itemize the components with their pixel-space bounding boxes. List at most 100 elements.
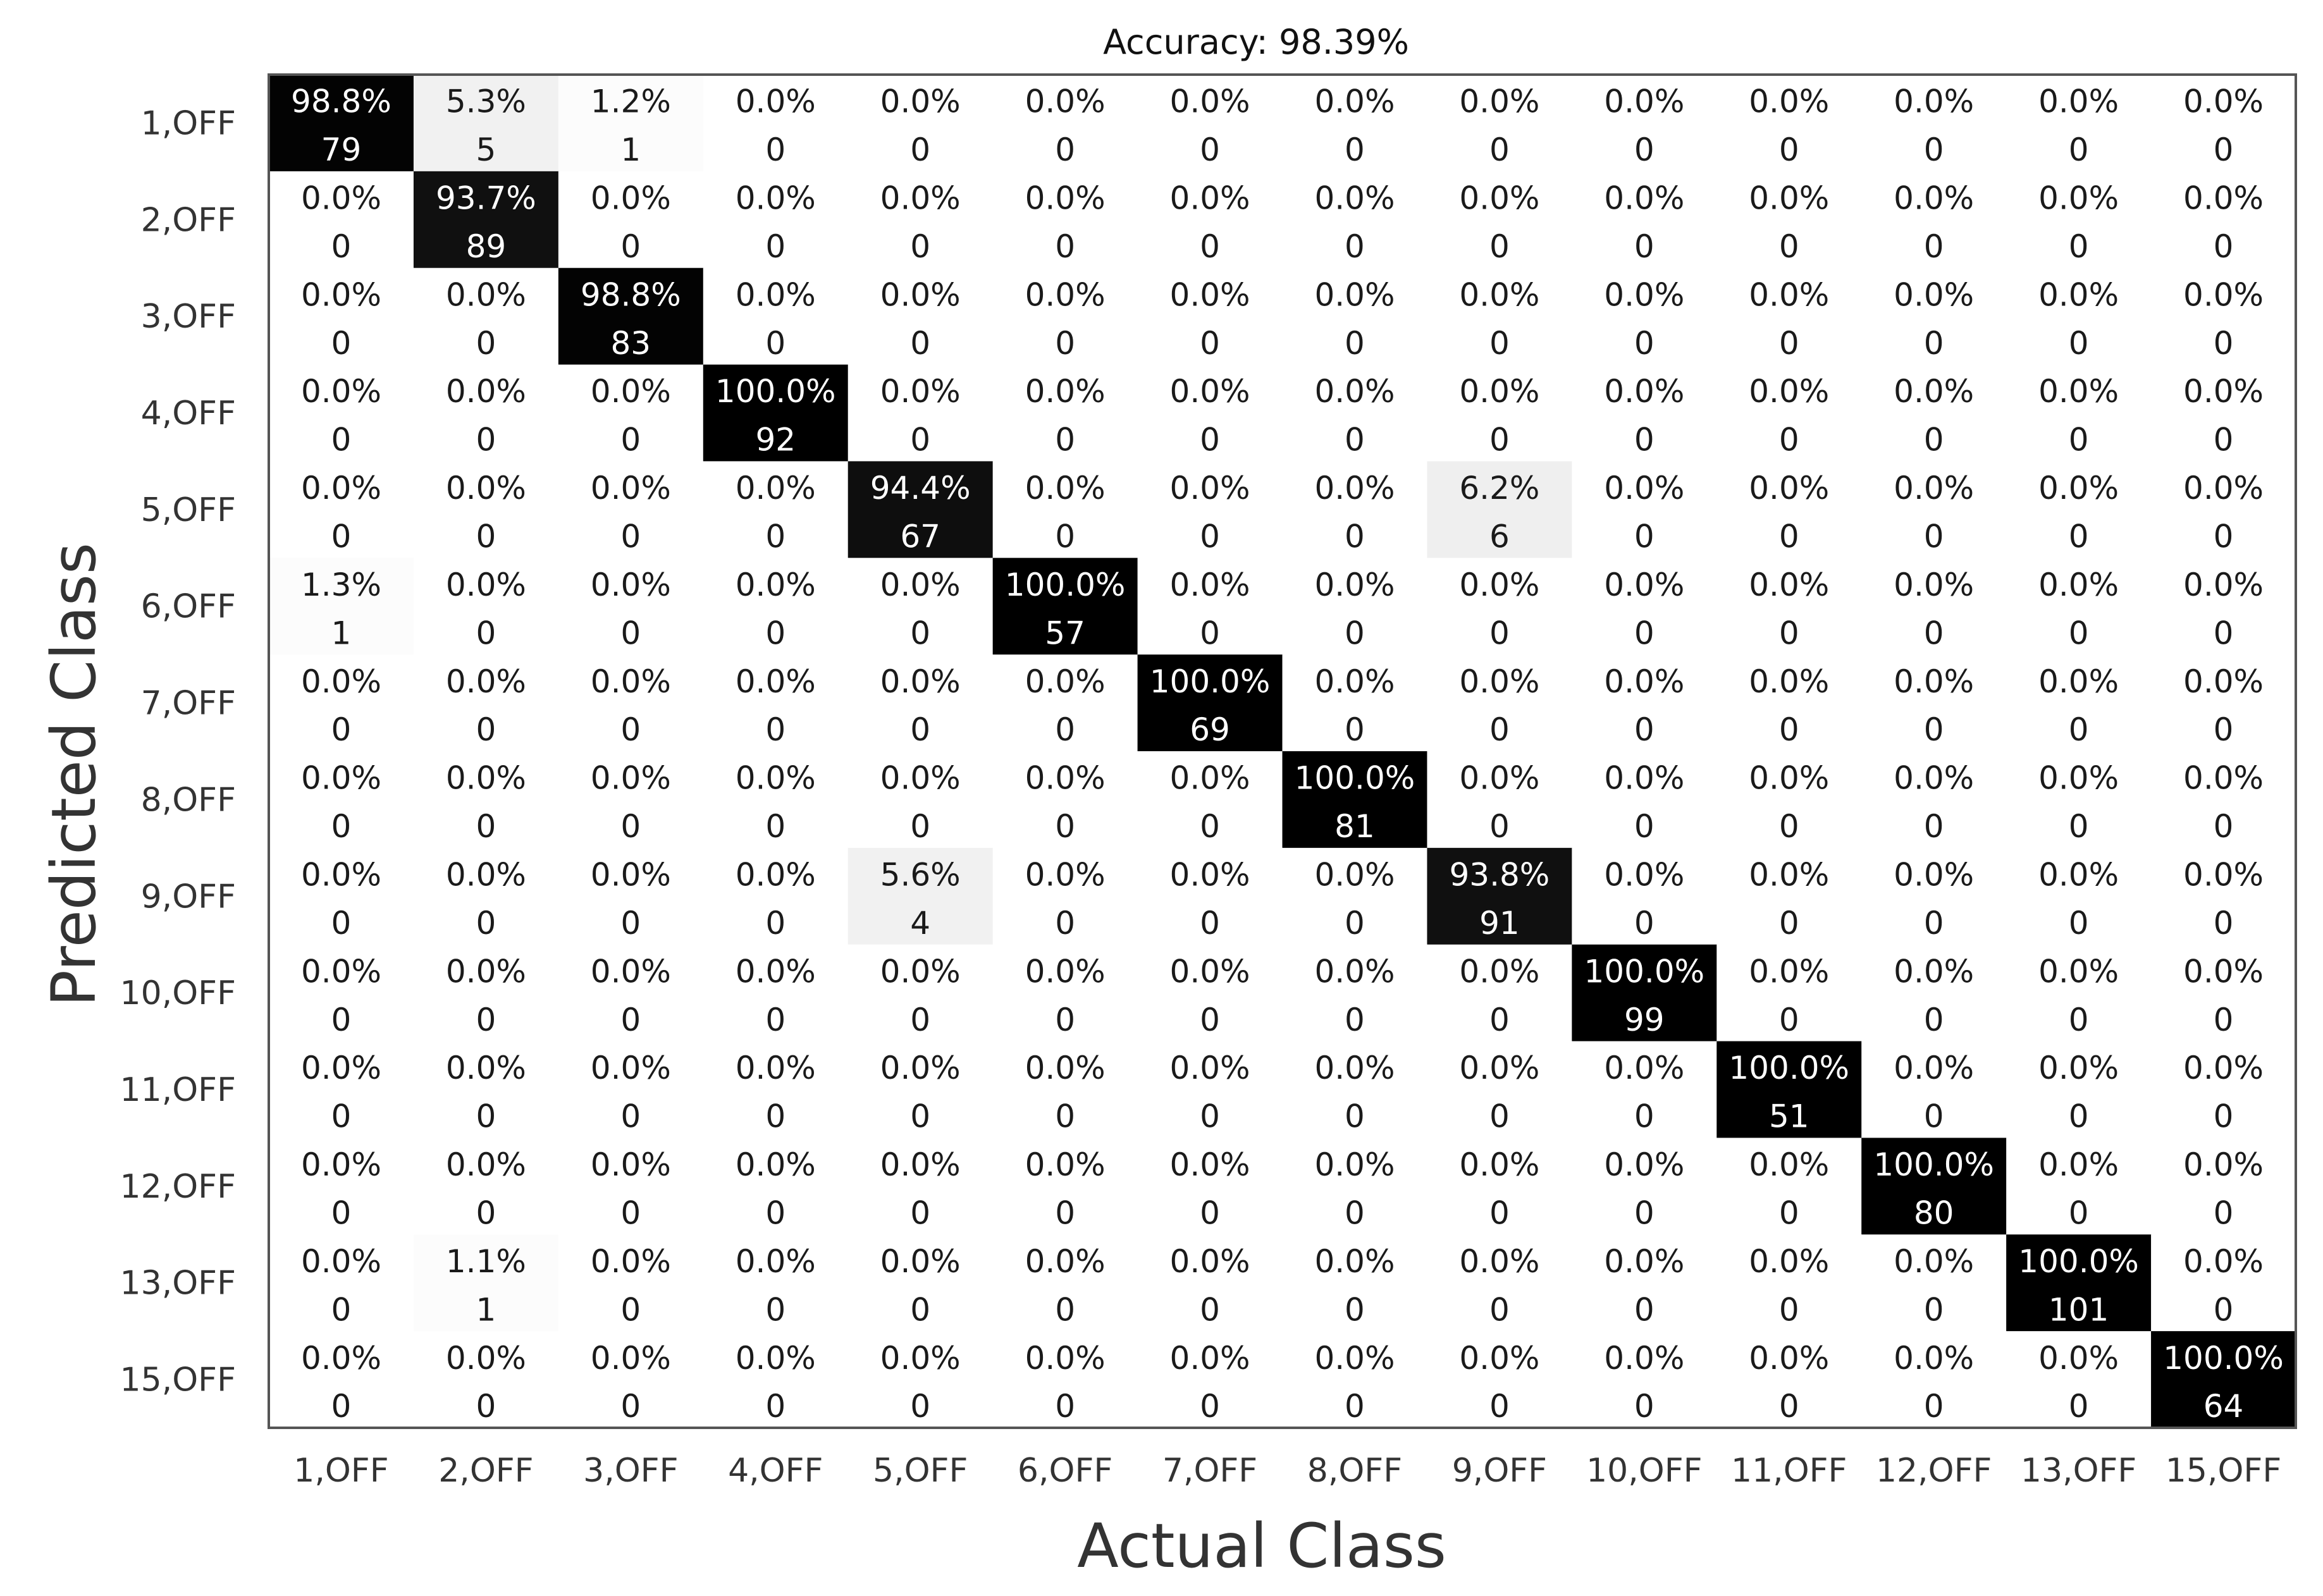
cell-count-label: 0 xyxy=(1200,518,1220,555)
matrix-cell xyxy=(1427,1234,1572,1332)
cell-percentage-label: 0.0% xyxy=(591,1340,671,1377)
matrix-cell xyxy=(847,847,994,945)
matrix-cell xyxy=(2151,1331,2296,1428)
cell-percentage-label: 100.0% xyxy=(1873,1146,1994,1183)
matrix-cell xyxy=(413,558,559,655)
matrix-cell xyxy=(703,654,849,752)
matrix-cell xyxy=(269,461,414,558)
cell-count-label: 0 xyxy=(620,615,641,651)
cell-count-label: 0 xyxy=(1634,615,1654,651)
cell-percentage-label: 0.0% xyxy=(1894,663,1974,700)
matrix-cell xyxy=(2006,1041,2152,1138)
cell-percentage-label: 0.0% xyxy=(1025,1050,1106,1086)
matrix-cell xyxy=(1572,944,1717,1042)
matrix-cell xyxy=(558,1138,704,1235)
cell-percentage-label: 0.0% xyxy=(1170,856,1250,893)
cell-count-label: 0 xyxy=(331,422,352,458)
cell-percentage-label: 0.0% xyxy=(446,760,526,797)
matrix-cell xyxy=(1716,558,1862,655)
matrix-cell xyxy=(703,364,849,462)
cell-percentage-label: 0.0% xyxy=(2038,470,2119,506)
cell-percentage-label: 0.0% xyxy=(446,567,526,603)
cell-count-label: 0 xyxy=(620,905,641,942)
cell-count-label: 0 xyxy=(331,1291,352,1328)
cell-count-label: 0 xyxy=(2069,711,2089,748)
cell-percentage-label: 0.0% xyxy=(1170,276,1250,313)
cell-count-label: 0 xyxy=(620,1194,641,1231)
x-tick-label: 13,OFF xyxy=(2021,1452,2136,1490)
matrix-cell xyxy=(1861,171,2007,269)
cell-count-label: 0 xyxy=(1634,325,1654,362)
x-axis-label: Actual Class xyxy=(1077,1511,1446,1581)
cell-percentage-label: 0.0% xyxy=(1604,760,1684,797)
matrix-cell xyxy=(2151,1234,2296,1332)
matrix-cell xyxy=(992,364,1138,462)
cell-count-label: 0 xyxy=(2214,808,2234,845)
cell-count-label: 0 xyxy=(2214,518,2234,555)
cell-percentage-label: 0.0% xyxy=(1749,1243,1829,1280)
cell-count-label: 0 xyxy=(2069,422,2089,458)
cell-percentage-label: 0.0% xyxy=(880,760,961,797)
cell-count-label: 0 xyxy=(331,808,352,845)
cell-count-label: 0 xyxy=(1200,1388,1220,1425)
cell-count-label: 0 xyxy=(1779,1388,1799,1425)
cell-percentage-label: 98.8% xyxy=(291,83,391,120)
cell-count-label: 0 xyxy=(1924,1388,1944,1425)
cell-count-label: 0 xyxy=(910,808,930,845)
cell-count-label: 0 xyxy=(1924,1291,1944,1328)
cell-count-label: 0 xyxy=(331,905,352,942)
matrix-cell xyxy=(1137,847,1283,945)
cell-percentage-label: 0.0% xyxy=(2183,567,2264,603)
cell-count-label: 0 xyxy=(1924,1002,1944,1038)
matrix-cell xyxy=(1861,461,2007,558)
cell-percentage-label: 0.0% xyxy=(1749,567,1829,603)
cell-percentage-label: 0.0% xyxy=(1894,180,1974,216)
cell-percentage-label: 0.0% xyxy=(1025,1340,1106,1377)
matrix-cell xyxy=(847,171,994,269)
cell-count-label: 0 xyxy=(1055,228,1075,265)
cell-count-label: 92 xyxy=(755,422,796,458)
cell-percentage-label: 0.0% xyxy=(1025,953,1106,990)
cell-count-label: 0 xyxy=(1924,518,1944,555)
matrix-cell xyxy=(1137,267,1283,365)
cell-percentage-label: 0.0% xyxy=(1314,373,1395,410)
cell-count-label: 0 xyxy=(1200,1098,1220,1135)
cell-count-label: 0 xyxy=(1200,1002,1220,1038)
cell-count-label: 0 xyxy=(1055,1388,1075,1425)
matrix-cell xyxy=(1282,171,1427,269)
matrix-cell xyxy=(1716,1138,1862,1235)
cell-count-label: 0 xyxy=(1634,132,1654,168)
cell-count-label: 0 xyxy=(1779,711,1799,748)
matrix-cell xyxy=(1861,1138,2007,1235)
matrix-cell xyxy=(1137,654,1283,752)
cell-percentage-label: 0.0% xyxy=(591,663,671,700)
cell-count-label: 0 xyxy=(1345,518,1365,555)
matrix-cell xyxy=(269,1331,414,1428)
matrix-cell xyxy=(1572,1234,1717,1332)
matrix-cell xyxy=(2151,1138,2296,1235)
y-tick-label: 12,OFF xyxy=(120,1168,236,1206)
matrix-cell xyxy=(558,1331,704,1428)
cell-percentage-label: 0.0% xyxy=(1170,1243,1250,1280)
cell-percentage-label: 0.0% xyxy=(1025,1146,1106,1183)
cell-percentage-label: 0.0% xyxy=(1170,1146,1250,1183)
cell-percentage-label: 0.0% xyxy=(301,856,381,893)
cell-percentage-label: 0.0% xyxy=(1170,83,1250,120)
cell-percentage-label: 0.0% xyxy=(1314,1050,1395,1086)
cell-percentage-label: 0.0% xyxy=(1459,663,1539,700)
cell-percentage-label: 0.0% xyxy=(1894,1340,1974,1377)
matrix-cell xyxy=(1282,1234,1427,1332)
matrix-cell xyxy=(1572,1041,1717,1138)
cell-count-label: 0 xyxy=(620,1388,641,1425)
y-tick-label: 6,OFF xyxy=(141,588,236,626)
cell-count-label: 0 xyxy=(1924,615,1944,651)
cell-count-label: 0 xyxy=(1634,518,1654,555)
cell-count-label: 0 xyxy=(765,518,786,555)
matrix-cell xyxy=(1282,847,1427,945)
cell-percentage-label: 0.0% xyxy=(2183,83,2264,120)
matrix-cell xyxy=(703,1041,849,1138)
cell-count-label: 0 xyxy=(1779,1194,1799,1231)
cell-percentage-label: 0.0% xyxy=(1749,1146,1829,1183)
cell-count-label: 81 xyxy=(1334,808,1375,845)
matrix-cell xyxy=(1427,364,1572,462)
